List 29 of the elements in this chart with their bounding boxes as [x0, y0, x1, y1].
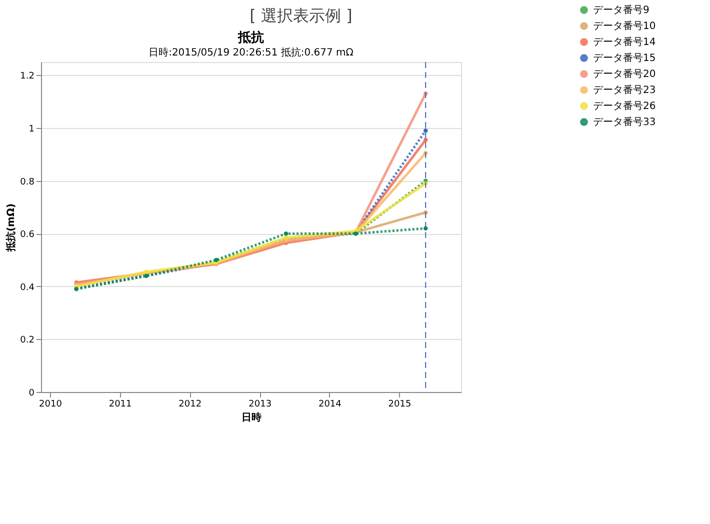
chart-title: 抵抗: [237, 30, 264, 46]
x-tick-label: 2011: [108, 400, 132, 410]
chart-subtitle: 日時:2015/05/19 20:26:51 抵抗:0.677 mΩ: [148, 46, 354, 58]
y-tick-label: 1: [28, 124, 34, 134]
legend-label: データ番号14: [593, 36, 656, 48]
x-tick-label: 2013: [248, 400, 272, 410]
x-tick-label: 2014: [318, 400, 342, 410]
point: [423, 128, 428, 133]
legend-label: データ番号9: [593, 4, 650, 16]
y-tick-label: 1.2: [20, 72, 34, 82]
y-tick-label: 0.2: [20, 336, 34, 346]
y-tick-label: 0.4: [20, 282, 35, 293]
y-tick-label: 0.6: [20, 230, 35, 240]
legend-label: データ番号33: [593, 116, 656, 128]
point: [423, 138, 428, 142]
legend-label: データ番号26: [593, 100, 656, 112]
x-tick-label: 2015: [388, 400, 412, 410]
point: [284, 231, 288, 236]
legend-label: データ番号10: [593, 20, 656, 32]
legend-label: データ番号20: [593, 68, 656, 80]
x-tick-label: 2010: [39, 400, 62, 410]
y-tick-label: 0.8: [20, 177, 35, 188]
legend-label: データ番号23: [593, 84, 656, 96]
legend-label: データ番号15: [593, 52, 656, 64]
y-tick-label: 0: [28, 388, 35, 398]
x-tick-label: 2012: [178, 400, 202, 410]
y-axis-title: 抵抗(mΩ): [5, 203, 18, 253]
x-axis-title: 日時: [242, 412, 262, 424]
text: [ 選択表示例 ]: [250, 6, 352, 25]
